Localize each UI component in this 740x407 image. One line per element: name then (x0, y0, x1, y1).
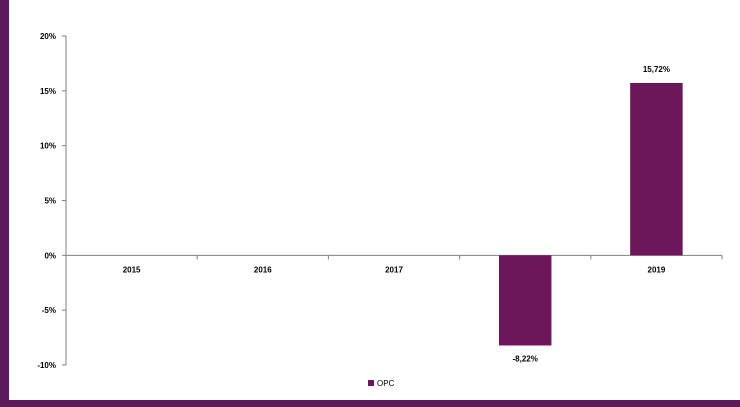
bar-2018 (498, 255, 552, 346)
legend: OPC (368, 379, 395, 388)
x-tick-label: 2019 (648, 265, 666, 274)
x-tick-label: 2016 (254, 265, 272, 274)
y-tick-label: -10% (37, 361, 56, 370)
y-tick-label: 20% (40, 32, 56, 41)
y-tick-label: 5% (44, 197, 56, 206)
y-tick-label: 15% (40, 87, 56, 96)
y-tick-label: -5% (42, 306, 56, 315)
frame-bottom-border (0, 400, 740, 407)
legend-label-opc: OPC (377, 379, 395, 388)
bar-series (498, 82, 683, 346)
data-labels: -8,22% 15,72% (513, 65, 670, 364)
y-tick-label: 0% (44, 251, 56, 260)
x-tick-label: 2017 (385, 265, 403, 274)
data-label-2018: -8,22% (513, 354, 538, 363)
data-label-2019: 15,72% (643, 65, 670, 74)
chart-axes: 20%15%10%5%0%-5%-10%20152016201720182019 (37, 32, 723, 370)
y-tick-label: 10% (40, 142, 56, 151)
frame-left-border (0, 0, 9, 407)
x-tick-label: 2015 (123, 265, 141, 274)
bar-2019 (630, 82, 683, 256)
legend-swatch-opc (368, 380, 374, 386)
